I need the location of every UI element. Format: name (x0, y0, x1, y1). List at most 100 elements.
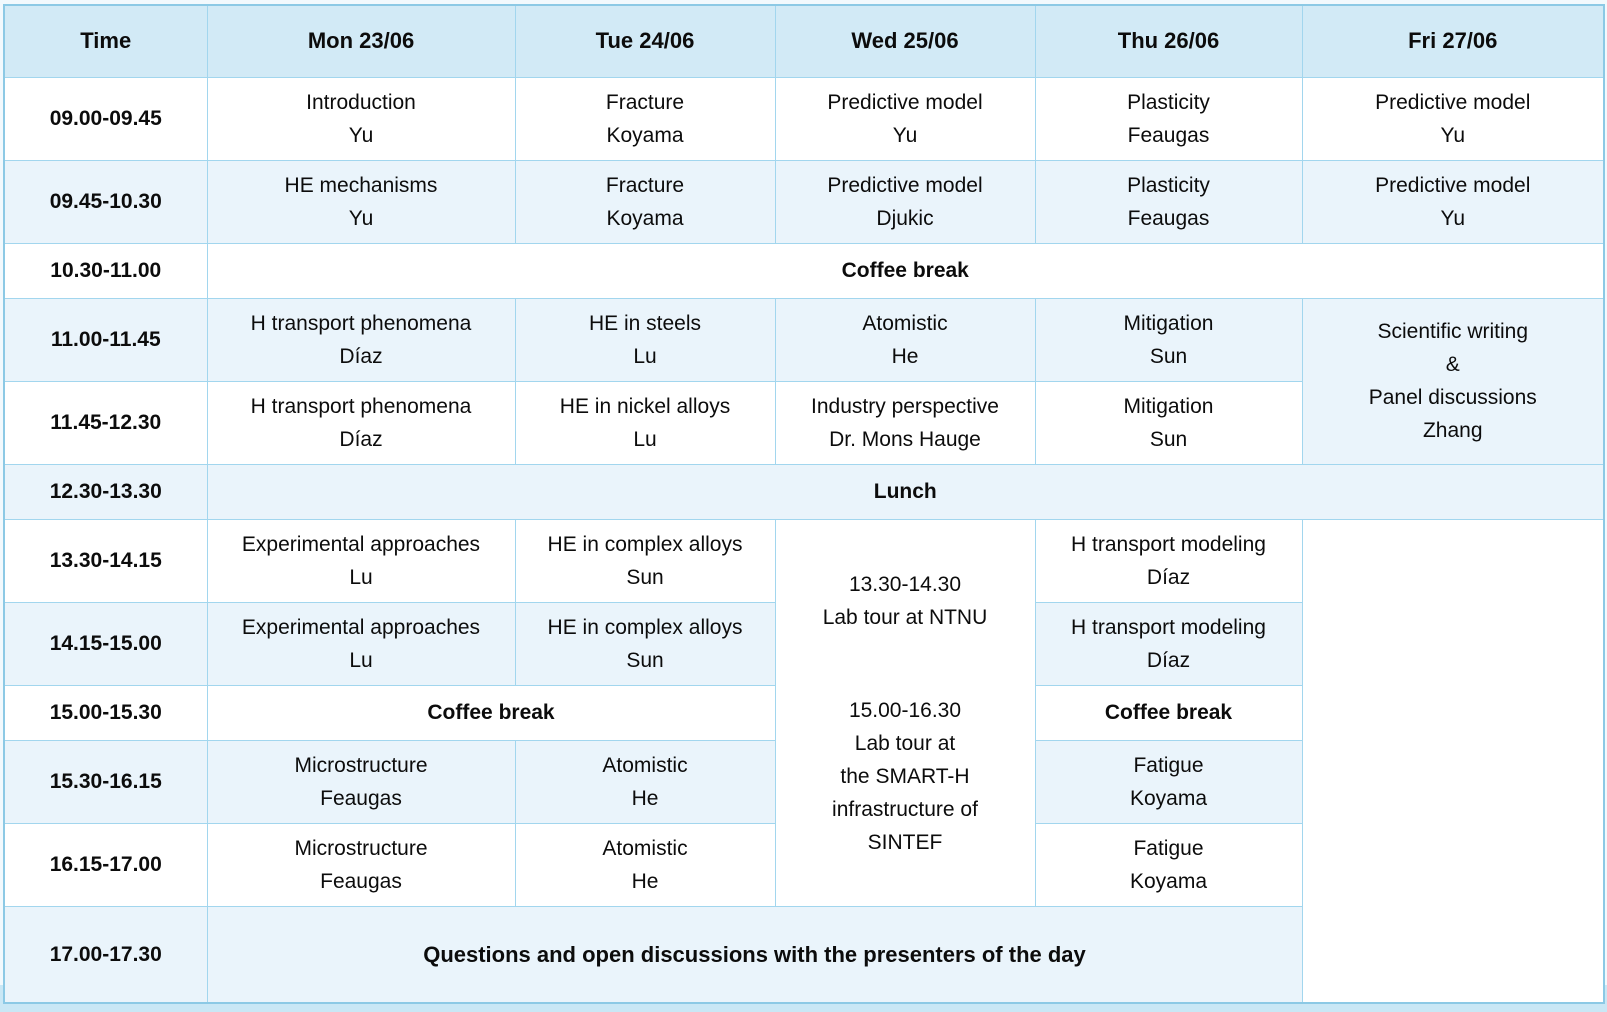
session-title: Experimental approaches (241, 533, 481, 556)
session-title: H transport modeling (1071, 616, 1266, 640)
time-cell: 15.00-15.30 (3, 685, 208, 742)
session-title: Mitigation (1123, 311, 1214, 335)
session-title: Fracture (605, 90, 685, 114)
table-row-1145: 11.45-12.30 H transport phenomena Díaz H… (3, 380, 1604, 465)
session-presenter: Zhang (1422, 419, 1483, 443)
session-presenter: He (631, 870, 659, 894)
session-cell-wed-1100: Atomistic He (774, 297, 1036, 382)
session-presenter: Feaugas (1127, 123, 1210, 147)
session-title: HE in nickel alloys (559, 394, 731, 418)
session-cell-tue-1530: Atomistic He (514, 740, 776, 825)
session-title: Microstructure (294, 754, 428, 778)
lab-tour-cell: 13.30-14.30 Lab tour at NTNU 15.00-16.30… (774, 518, 1036, 908)
session-cell-thu-0945: Plasticity Feaugas (1034, 159, 1303, 244)
lab-tour-title: the SMART-H (840, 764, 970, 788)
time-cell: 10.30-11.00 (3, 242, 208, 299)
table-row-0900: 09.00-09.45 Introduction Yu Fracture Koy… (3, 76, 1605, 161)
session-presenter: Díaz (339, 427, 383, 451)
header-cell-mon: Mon 23/06 (206, 4, 516, 78)
session-cell-mon-1615: Microstructure Feaugas (206, 823, 516, 908)
session-cell-thu-1530: Fatigue Koyama (1034, 740, 1303, 825)
coffee-break-cell-thu: Coffee break (1034, 685, 1303, 742)
session-title: Predictive model (1375, 90, 1531, 114)
session-title: Scientific writing (1377, 320, 1529, 344)
session-title: Introduction (306, 90, 416, 114)
table-row-1415: 14.15-15.00 Experimental approaches Lu H… (3, 602, 1604, 687)
session-presenter: Sun (1149, 427, 1188, 451)
time-cell: 15.30-16.15 (3, 740, 208, 825)
session-cell-fri-0900: Predictive model Yu (1301, 76, 1605, 161)
session-title: Predictive model (827, 90, 983, 114)
session-title: HE in steels (588, 311, 702, 335)
session-presenter: Dr. Mons Hauge (829, 427, 981, 451)
session-title: Industry perspective (811, 394, 999, 418)
table-header-row: Time Mon 23/06 Tue 24/06 Wed 25/06 Thu 2… (3, 4, 1605, 78)
session-cell-mon-1330: Experimental approaches Lu (206, 518, 516, 604)
session-cell-tue-1615: Atomistic He (514, 823, 776, 908)
questions-cell: Questions and open discussions with the … (206, 906, 1303, 1004)
session-title: Experimental approaches (241, 616, 481, 640)
session-presenter: Feaugas (1127, 206, 1210, 230)
session-cell-thu-1415: H transport modeling Díaz (1034, 602, 1303, 687)
session-cell-tue-0900: Fracture Koyama (514, 76, 776, 161)
session-cell-tue-1145: HE in nickel alloys Lu (514, 380, 776, 465)
time-cell: 09.00-09.45 (3, 76, 208, 161)
schedule-table: Time Mon 23/06 Tue 24/06 Wed 25/06 Thu 2… (3, 4, 1605, 1004)
session-presenter: Koyama (606, 206, 684, 230)
session-cell-thu-0900: Plasticity Feaugas (1034, 76, 1303, 161)
spacer (776, 634, 1035, 694)
session-title: Fracture (605, 173, 685, 197)
session-cell-mon-1100: H transport phenomena Díaz (206, 297, 516, 382)
session-presenter: Yu (892, 123, 918, 147)
session-cell-wed-0945: Predictive model Djukic (774, 159, 1036, 244)
session-presenter: Koyama (1129, 870, 1208, 894)
session-title: Atomistic (862, 311, 948, 335)
header-cell-fri: Fri 27/06 (1301, 4, 1605, 78)
time-cell: 11.00-11.45 (3, 297, 208, 382)
session-presenter: Lu (633, 427, 657, 451)
lab-tour-title: infrastructure of (832, 797, 978, 821)
session-cell-wed-1145: Industry perspective Dr. Mons Hauge (774, 380, 1036, 465)
session-cell-thu-1330: H transport modeling Díaz (1034, 518, 1303, 604)
session-title: Predictive model (827, 173, 983, 197)
session-title: Plasticity (1127, 90, 1210, 114)
header-cell-thu: Thu 26/06 (1034, 4, 1303, 78)
session-cell-tue-1330: HE in complex alloys Sun (514, 518, 776, 604)
session-cell-tue-0945: Fracture Koyama (514, 159, 776, 244)
time-cell: 11.45-12.30 (3, 380, 208, 465)
session-title: HE in complex alloys (547, 533, 743, 556)
session-cell-fri-0945: Predictive model Yu (1301, 159, 1605, 244)
session-cell-tue-1100: HE in steels Lu (514, 297, 776, 382)
session-presenter: Koyama (1129, 787, 1208, 811)
time-cell: 17.00-17.30 (3, 906, 208, 1004)
time-cell: 12.30-13.30 (3, 463, 208, 520)
table-row-1530: 15.30-16.15 Microstructure Feaugas Atomi… (3, 740, 1604, 825)
table-row-coffee-pm: 15.00-15.30 Coffee break Coffee break (3, 685, 1604, 742)
coffee-break-cell: Coffee break (206, 242, 1605, 299)
session-title: H transport phenomena (250, 394, 472, 418)
table-row-1330: 13.30-14.15 Experimental approaches Lu H… (3, 518, 1605, 1004)
session-presenter: He (631, 787, 659, 811)
session-presenter: Lu (633, 344, 657, 368)
session-title: HE mechanisms (284, 173, 438, 197)
coffee-break-cell-mon-tue: Coffee break (206, 685, 776, 742)
session-title: Atomistic (602, 837, 688, 861)
lab-tour-time: 15.00-16.30 (848, 698, 962, 722)
session-title: H transport modeling (1071, 533, 1266, 556)
session-cell-thu-1615: Fatigue Koyama (1034, 823, 1303, 908)
table-row-1100: 11.00-11.45 H transport phenomena Díaz H… (3, 297, 1605, 465)
session-title: Mitigation (1123, 394, 1214, 418)
session-cell-wed-0900: Predictive model Yu (774, 76, 1036, 161)
lab-tour-title: Lab tour at NTNU (822, 605, 988, 629)
table-row-lunch: 12.30-13.30 Lunch (3, 463, 1605, 520)
session-title: Atomistic (602, 754, 688, 778)
lab-tour-title: SINTEF (867, 830, 943, 854)
session-title: Plasticity (1127, 173, 1210, 197)
session-title: Fatigue (1133, 837, 1204, 861)
session-cell-tue-1415: HE in complex alloys Sun (514, 602, 776, 687)
session-presenter: Yu (348, 206, 374, 230)
ampersand-text: & (1445, 353, 1460, 377)
session-presenter: Sun (626, 649, 664, 673)
header-cell-tue: Tue 24/06 (514, 4, 776, 78)
session-title: Panel discussions (1368, 386, 1537, 410)
